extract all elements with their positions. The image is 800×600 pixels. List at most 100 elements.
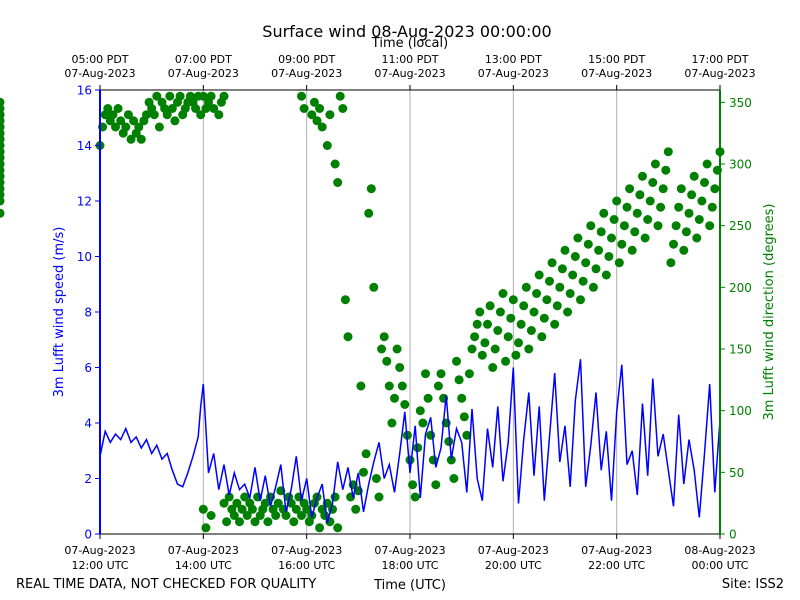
direction-point (229, 511, 239, 520)
bottom-tick-date: 08-Aug-2023 (684, 544, 755, 557)
direction-point (0, 196, 5, 206)
direction-point (374, 492, 384, 502)
direction-point (214, 110, 224, 120)
direction-point (526, 326, 536, 335)
direction-point (550, 319, 560, 329)
bottom-tick-time: 18:00 UTC (381, 559, 438, 572)
direction-point (364, 208, 374, 218)
direction-point (307, 110, 317, 120)
direction-point (700, 178, 709, 187)
direction-point (191, 104, 201, 113)
direction-point (493, 326, 503, 335)
direction-point (421, 369, 430, 379)
direction-point (0, 122, 5, 132)
bottom-tick-date: 07-Aug-2023 (271, 544, 342, 557)
direction-point (338, 104, 348, 113)
direction-point (281, 511, 291, 520)
direction-point (356, 381, 366, 391)
direction-point (315, 104, 325, 113)
direction-point (379, 332, 389, 342)
direction-point (514, 338, 523, 348)
direction-point (0, 184, 5, 194)
direction-point (635, 190, 645, 200)
bottom-tick-date: 07-Aug-2023 (581, 544, 652, 557)
direction-point (555, 282, 565, 292)
direction-point (658, 184, 668, 194)
direction-point (539, 313, 549, 323)
left-tick-label: 2 (84, 472, 92, 486)
direction-point (297, 511, 306, 520)
top-tick-date: 07-Aug-2023 (581, 67, 652, 80)
direction-point (485, 301, 495, 311)
direction-point (436, 369, 446, 379)
direction-point (271, 511, 281, 520)
direction-point (369, 282, 379, 292)
direction-series (0, 91, 725, 533)
bottom-tick-time: 14:00 UTC (175, 559, 232, 572)
top-tick-date: 07-Aug-2023 (684, 67, 755, 80)
top-tick-time: 07:00 PDT (175, 53, 232, 66)
direction-point (340, 295, 350, 305)
direction-point (121, 122, 131, 132)
top-tick-date: 07-Aug-2023 (64, 67, 135, 80)
top-axis-label: Time (local) (371, 36, 448, 51)
direction-point (273, 498, 283, 508)
direction-point (607, 233, 616, 243)
bottom-tick-time: 20:00 UTC (485, 559, 542, 572)
left-tick-label: 12 (77, 195, 92, 209)
direction-point (681, 227, 691, 237)
bottom-tick-time: 12:00 UTC (71, 559, 128, 572)
direction-point (400, 400, 410, 409)
direction-point (291, 504, 301, 514)
direction-point (433, 381, 443, 391)
direction-point (359, 467, 368, 477)
direction-point (568, 270, 578, 280)
direction-point (508, 295, 518, 305)
direction-point (503, 332, 513, 342)
direction-point (614, 258, 624, 268)
direction-point (545, 276, 554, 286)
direction-point (679, 245, 689, 255)
direction-point (498, 289, 508, 298)
direction-point (676, 184, 686, 194)
direction-point (684, 208, 694, 218)
direction-point (343, 332, 353, 342)
direction-point (495, 307, 505, 317)
direction-point (648, 178, 658, 187)
direction-point (488, 363, 498, 372)
direction-point (588, 282, 598, 292)
direction-point (384, 381, 394, 391)
direction-point (710, 184, 720, 194)
direction-point (0, 208, 5, 218)
direction-point (224, 492, 234, 502)
direction-point (126, 134, 136, 144)
direction-point (167, 104, 177, 113)
direction-point (663, 147, 673, 157)
direction-point (206, 91, 216, 101)
top-tick-time: 09:00 PDT (278, 53, 335, 66)
direction-point (209, 104, 219, 113)
direction-point (630, 227, 640, 237)
direction-point (573, 233, 583, 243)
top-tick-date: 07-Aug-2023 (168, 67, 239, 80)
direction-point (565, 289, 575, 298)
direction-point (103, 104, 113, 113)
direction-point (638, 171, 647, 181)
direction-point (247, 504, 257, 514)
direction-point (643, 215, 653, 224)
direction-point (459, 412, 469, 422)
direction-point (557, 264, 567, 274)
direction-point (129, 116, 139, 126)
direction-point (134, 122, 144, 132)
direction-point (235, 517, 244, 527)
speed-series-line (99, 359, 721, 524)
direction-point (583, 239, 593, 249)
bottom-tick-time: 00:00 UTC (691, 559, 748, 572)
direction-point (702, 159, 712, 169)
left-tick-label: 6 (84, 361, 92, 375)
direction-point (650, 159, 660, 169)
direction-point (570, 252, 580, 261)
direction-point (162, 110, 172, 120)
direction-point (426, 430, 436, 440)
